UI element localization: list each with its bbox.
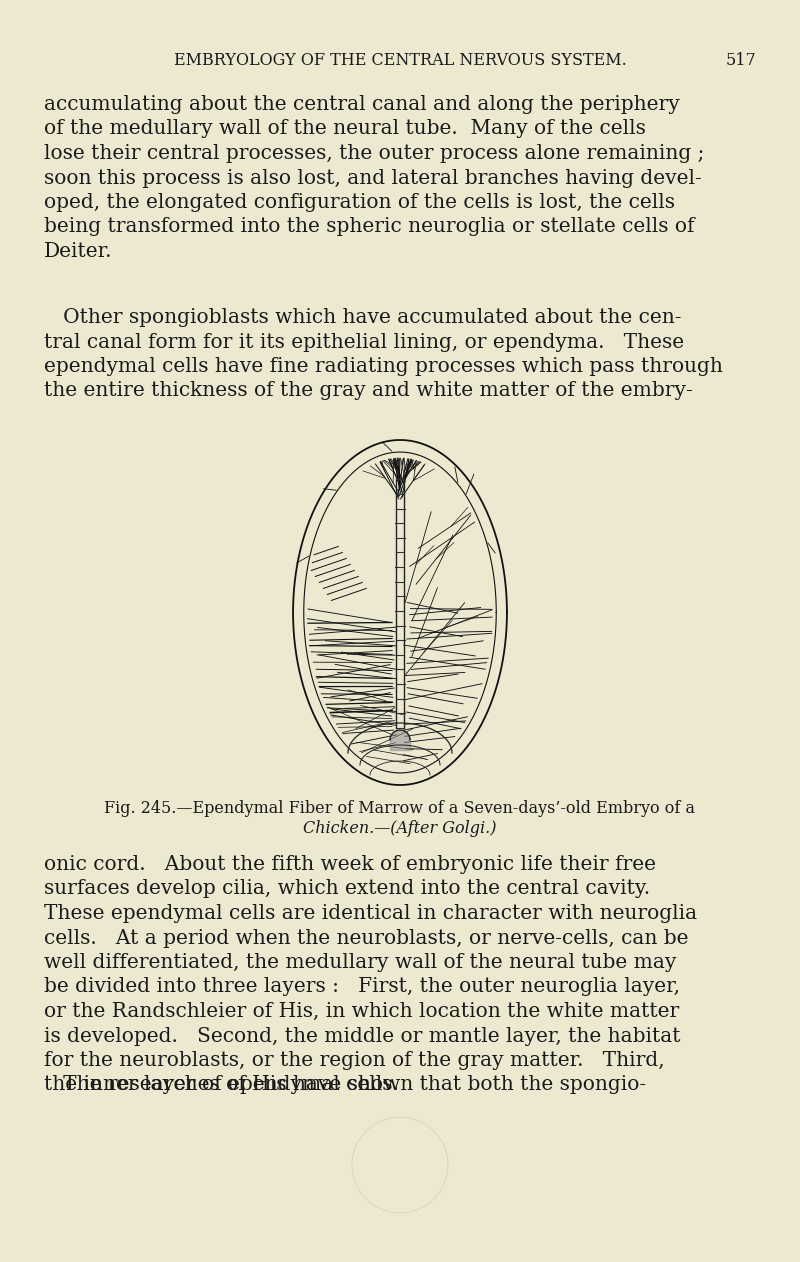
Text: accumulating about the central canal and along the periphery: accumulating about the central canal and… [44, 95, 680, 114]
Text: is developed.   Second, the middle or mantle layer, the habitat: is developed. Second, the middle or mant… [44, 1026, 681, 1045]
Text: the inner layer of ependymal cells.: the inner layer of ependymal cells. [44, 1075, 399, 1094]
Text: ependymal cells have fine radiating processes which pass through: ependymal cells have fine radiating proc… [44, 357, 723, 376]
Text: or the Randschleier of His, in which location the white matter: or the Randschleier of His, in which loc… [44, 1002, 679, 1021]
Text: lose their central processes, the outer process alone remaining ;: lose their central processes, the outer … [44, 144, 704, 163]
Text: onic cord.   About the fifth week of embryonic life their free: onic cord. About the fifth week of embry… [44, 854, 656, 875]
Text: EMBRYOLOGY OF THE CENTRAL NERVOUS SYSTEM.: EMBRYOLOGY OF THE CENTRAL NERVOUS SYSTEM… [174, 52, 626, 69]
Text: well differentiated, the medullary wall of the neural tube may: well differentiated, the medullary wall … [44, 953, 676, 972]
Text: the entire thickness of the gray and white matter of the embry-: the entire thickness of the gray and whi… [44, 381, 693, 400]
Text: being transformed into the spheric neuroglia or stellate cells of: being transformed into the spheric neuro… [44, 217, 694, 236]
Text: Chicken.—(After Golgi.): Chicken.—(After Golgi.) [303, 820, 497, 837]
Text: Fig. 245.—Ependymal Fiber of Marrow of a Seven-days’-old Embryo of a: Fig. 245.—Ependymal Fiber of Marrow of a… [105, 800, 695, 817]
Text: tral canal form for it its epithelial lining, or ependyma.   These: tral canal form for it its epithelial li… [44, 332, 684, 352]
Text: be divided into three layers :   First, the outer neuroglia layer,: be divided into three layers : First, th… [44, 978, 680, 997]
Text: The researches of His have shown that both the spongio-: The researches of His have shown that bo… [44, 1075, 646, 1094]
Text: cells.   At a period when the neuroblasts, or nerve-cells, can be: cells. At a period when the neuroblasts,… [44, 929, 689, 948]
Text: of the medullary wall of the neural tube.  Many of the cells: of the medullary wall of the neural tube… [44, 120, 646, 139]
Text: Other spongioblasts which have accumulated about the cen-: Other spongioblasts which have accumulat… [44, 308, 682, 327]
Text: for the neuroblasts, or the region of the gray matter.   Third,: for the neuroblasts, or the region of th… [44, 1051, 665, 1070]
Text: 517: 517 [726, 52, 756, 69]
Text: oped, the elongated configuration of the cells is lost, the cells: oped, the elongated configuration of the… [44, 193, 675, 212]
Text: These ependymal cells are identical in character with neuroglia: These ependymal cells are identical in c… [44, 904, 697, 923]
Text: soon this process is also lost, and lateral branches having devel-: soon this process is also lost, and late… [44, 169, 702, 188]
Text: surfaces develop cilia, which extend into the central cavity.: surfaces develop cilia, which extend int… [44, 880, 650, 899]
Text: Deiter.: Deiter. [44, 242, 113, 261]
